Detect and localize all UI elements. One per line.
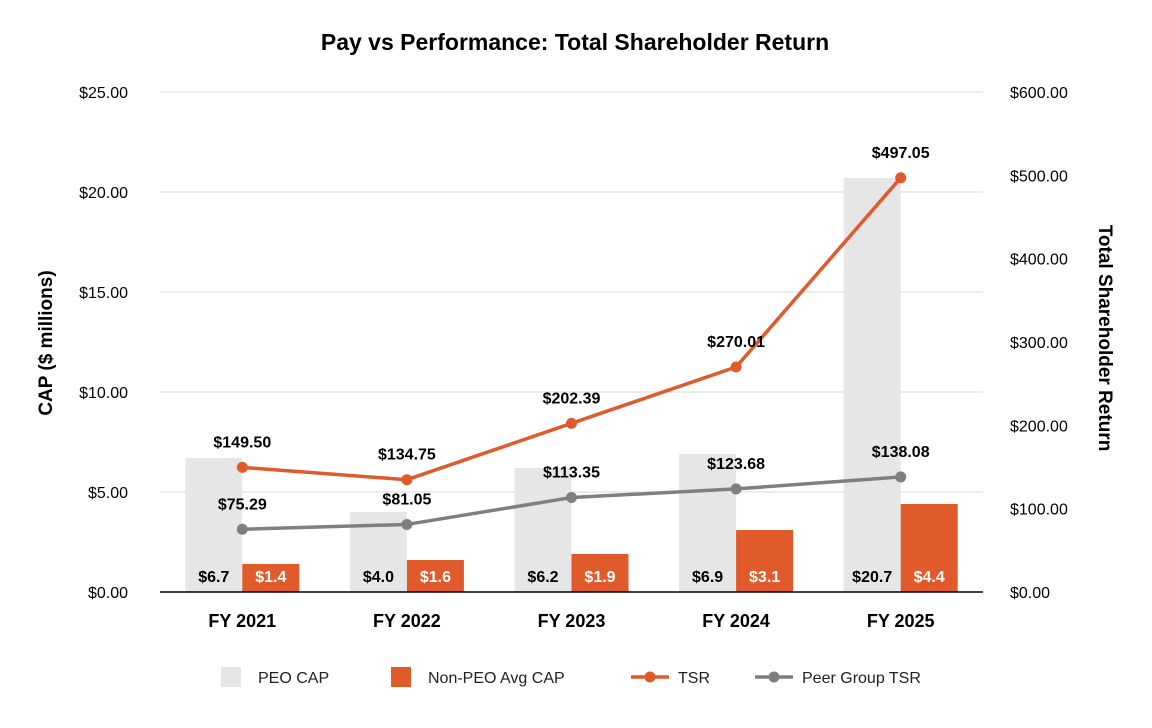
category-label: FY 2022: [373, 611, 441, 631]
line-point: [895, 471, 907, 483]
point-value-label: $81.05: [382, 491, 431, 508]
bar-value-label: $1.4: [255, 569, 286, 586]
category-label: FY 2023: [538, 611, 606, 631]
bar-value-label: $1.9: [584, 569, 615, 586]
left-tick-label: $25.00: [79, 85, 128, 102]
bar-value-label: $4.0: [363, 569, 394, 586]
right-tick-label: $100.00: [1010, 502, 1068, 519]
legend-swatch: [391, 667, 411, 687]
point-value-label: $75.29: [218, 496, 267, 513]
bar-value-label: $3.1: [749, 569, 780, 586]
point-value-label: $270.01: [707, 334, 765, 351]
legend: PEO CAP Non-PEO Avg CAP TSR Peer Group TSR: [221, 667, 921, 687]
legend-item: Non-PEO Avg CAP: [391, 667, 565, 687]
left-axis-title: CAP ($ millions): [36, 270, 57, 415]
right-tick-label: $400.00: [1010, 252, 1068, 269]
line-point: [895, 172, 907, 184]
legend-label: PEO CAP: [258, 670, 329, 687]
category-label: FY 2021: [208, 611, 276, 631]
bar-non-peo-avg-cap: [406, 560, 464, 592]
right-tick-label: $600.00: [1010, 85, 1068, 102]
legend-item: PEO CAP: [221, 667, 329, 687]
point-value-label: $497.05: [872, 145, 930, 162]
bar-value-label: $20.7: [852, 569, 892, 586]
left-axis-ticks: $0.00 $5.00 $10.00 $15.00 $20.00 $25.00: [79, 85, 128, 602]
line-point: [730, 361, 742, 373]
bar-peo-cap: [514, 468, 572, 592]
category-label: FY 2025: [867, 611, 935, 631]
legend-label: Non-PEO Avg CAP: [428, 670, 565, 687]
left-tick-label: $5.00: [88, 485, 128, 502]
bar-non-peo-avg-cap: [242, 564, 300, 592]
line-point: [236, 461, 248, 473]
bar-non-peo-avg-cap: [571, 554, 629, 592]
bar-value-label: $4.4: [914, 569, 945, 586]
category-label: FY 2024: [702, 611, 770, 631]
line-point: [566, 417, 577, 429]
right-tick-label: $0.00: [1010, 585, 1050, 602]
bar-non-peo-avg-cap: [900, 504, 958, 592]
left-tick-label: $20.00: [79, 185, 128, 202]
right-tick-label: $200.00: [1010, 418, 1068, 435]
bar-value-label: $1.6: [420, 569, 451, 586]
line-series: $149.50 $134.75 $202.39 $270.01 $497.05 $75.2…: [213, 145, 930, 535]
line-tsr: [242, 176, 903, 482]
legend-swatch: [221, 667, 241, 687]
bar-value-label: $6.2: [527, 569, 558, 586]
bar-non-peo-avg-cap: [736, 530, 794, 592]
chart-title: Pay vs Performance: Total Shareholder Re…: [321, 29, 829, 55]
legend-label: Peer Group TSR: [802, 670, 921, 687]
left-tick-label: $0.00: [88, 585, 128, 602]
bar-peo-cap: [679, 454, 737, 592]
line-point: [730, 483, 742, 495]
legend-item: Peer Group TSR: [755, 670, 921, 687]
line-point: [401, 474, 413, 486]
point-value-label: $113.35: [543, 465, 600, 482]
right-axis-title: Total Shareholder Return: [1094, 225, 1115, 452]
legend-label: TSR: [678, 670, 710, 687]
right-axis-ticks: $0.00 $100.00 $200.00 $300.00 $400.00 $500.00…: [1010, 85, 1068, 602]
bar-peo-cap: [185, 458, 243, 592]
point-value-label: $149.50: [213, 434, 271, 451]
point-value-label: $138.08: [872, 444, 930, 461]
legend-marker: [768, 671, 780, 683]
right-tick-label: $500.00: [1010, 168, 1068, 185]
left-tick-label: $10.00: [79, 385, 128, 402]
bar-value-label: $6.9: [692, 569, 723, 586]
point-value-label: $123.68: [707, 456, 765, 473]
bar-value-label: $6.7: [198, 569, 229, 586]
point-value-label: $134.75: [378, 447, 436, 464]
left-tick-label: $15.00: [79, 285, 128, 302]
legend-item: TSR: [631, 670, 710, 687]
line-point: [236, 523, 248, 535]
bar-peo-cap: [843, 178, 901, 592]
line-point: [566, 492, 577, 504]
point-value-label: $202.39: [543, 390, 601, 407]
bars: $6.7 $4.0 $6.2 $6.9 $20.7 $1.4 $1.6 $1.9 $3.1 $4.…: [185, 178, 958, 592]
line-point: [401, 518, 413, 530]
legend-marker: [644, 671, 656, 683]
right-tick-label: $300.00: [1010, 335, 1068, 352]
category-labels: FY 2021 FY 2022 FY 2023 FY 2024 FY 2025: [208, 611, 934, 631]
